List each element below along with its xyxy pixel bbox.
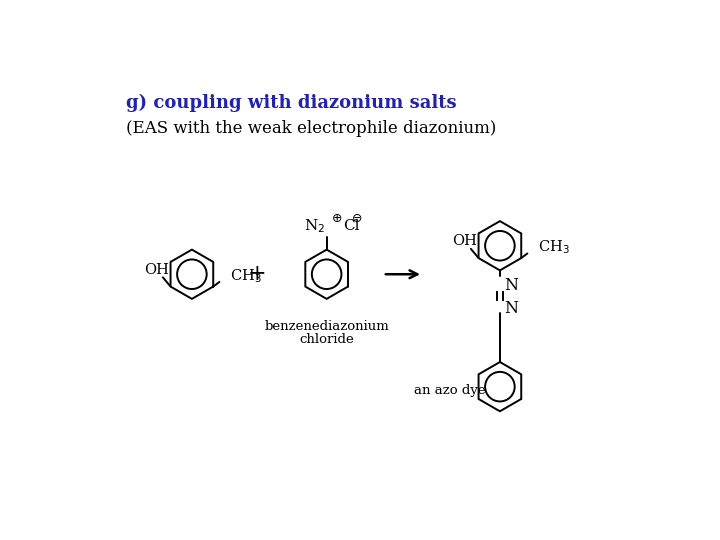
Text: an azo dye: an azo dye: [414, 384, 486, 397]
Text: OH: OH: [452, 234, 477, 248]
Text: N$_2$: N$_2$: [304, 218, 325, 235]
Text: g) coupling with diazonium salts: g) coupling with diazonium salts: [127, 94, 457, 112]
Text: N: N: [504, 278, 518, 294]
Text: benzenediazonium: benzenediazonium: [264, 320, 389, 333]
Text: Cl: Cl: [343, 219, 360, 233]
Text: +: +: [248, 263, 266, 285]
Text: CH$_3$: CH$_3$: [230, 267, 262, 285]
Text: OH: OH: [144, 262, 169, 276]
Text: chloride: chloride: [300, 333, 354, 346]
Text: N: N: [504, 300, 518, 316]
Text: (EAS with the weak electrophile diazonium): (EAS with the weak electrophile diazoniu…: [127, 120, 497, 137]
Text: ⊕: ⊕: [332, 212, 343, 225]
Text: CH$_3$: CH$_3$: [538, 239, 570, 256]
Text: ⊖: ⊖: [352, 212, 363, 225]
